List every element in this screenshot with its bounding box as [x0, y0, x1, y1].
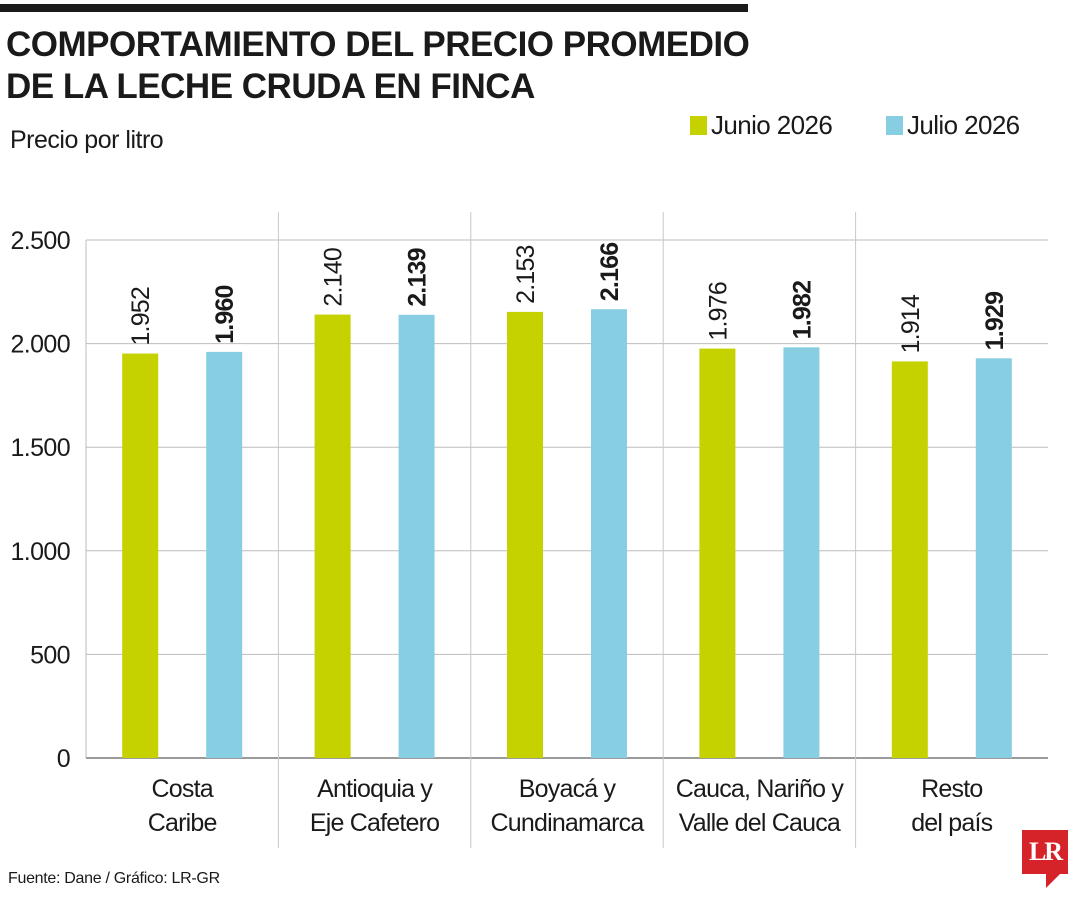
bar-value-label: 2.139: [404, 248, 432, 307]
top-rule: [0, 4, 748, 12]
x-category-label: Boyacá y: [519, 775, 617, 803]
bar: [507, 311, 543, 758]
lr-logo-tail: [1046, 874, 1060, 888]
y-tick-label: 1.000: [10, 538, 70, 566]
legend-label-julio: Julio 2026: [907, 109, 1020, 140]
bar: [591, 309, 627, 758]
chart-title-line-1: COMPORTAMIENTO DEL PRECIO PROMEDIO: [6, 25, 750, 64]
bar-value-label: 2.153: [512, 245, 540, 304]
bar: [398, 314, 435, 758]
bar: [206, 351, 243, 758]
bar: [314, 314, 351, 758]
bar: [891, 361, 928, 758]
lr-logo: LR: [1022, 830, 1068, 874]
legend-label-junio: Junio 2026: [711, 109, 833, 140]
x-category-label: Caribe: [148, 809, 217, 837]
bar-value-label: 2.166: [596, 243, 624, 302]
x-category-label: Cauca, Nariño y: [676, 775, 845, 803]
x-category-label: Eje Cafetero: [310, 809, 439, 837]
legend-swatch-julio: [886, 115, 903, 135]
bar: [122, 353, 159, 758]
chart-title-line-2: DE LA LECHE CRUDA EN FINCA: [6, 67, 535, 106]
y-tick-label: 2.000: [10, 331, 70, 359]
y-tick-label: 1.500: [10, 434, 70, 462]
y-tick-label: 500: [30, 641, 70, 669]
bar: [975, 358, 1012, 758]
bar-value-label: 1.929: [981, 292, 1009, 351]
legend: Junio 2026 Julio 2026: [690, 108, 1070, 142]
bar-value-label: 1.976: [704, 282, 732, 341]
source-note: Fuente: Dane / Gráfico: LR-GR: [8, 870, 220, 887]
bar-value-label: 1.982: [788, 281, 816, 340]
y-axis-unit-label: Precio por litro: [10, 126, 164, 154]
lr-logo-text: LR: [1028, 837, 1063, 866]
x-category-label: Antioquia y: [317, 775, 433, 803]
bar-chart: 0 500 1.000 1.500 2.000 2.500 1.952 1.960 Costa C…: [10, 212, 1048, 848]
bar: [699, 348, 736, 758]
bar-value-label: 1.914: [897, 294, 925, 353]
bar: [783, 347, 820, 758]
x-category-label: del país: [911, 809, 992, 837]
bar-value-label: 1.960: [211, 285, 239, 344]
x-category-label: Resto: [921, 775, 982, 803]
chart-title: COMPORTAMIENTO DEL PRECIO PROMEDIO DE LA…: [6, 24, 786, 108]
x-category-label: Cundinamarca: [491, 809, 645, 837]
legend-item-junio: Junio 2026: [690, 108, 833, 142]
y-tick-label: 2.500: [10, 227, 70, 255]
x-category-label: Valle del Cauca: [679, 809, 841, 837]
bar-value-label: 1.952: [127, 287, 155, 346]
bar-value-label: 2.140: [320, 248, 348, 307]
legend-swatch-junio: [690, 115, 707, 135]
x-category-label: Costa: [152, 775, 214, 803]
legend-item-julio: Julio 2026: [886, 108, 1020, 142]
y-tick-label: 0: [57, 745, 70, 773]
